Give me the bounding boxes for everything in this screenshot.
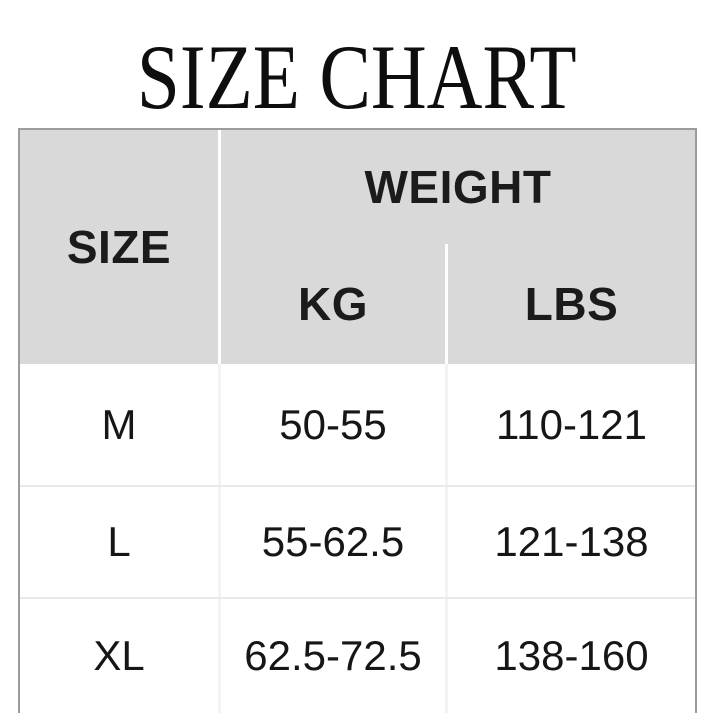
- body-vertical-divider: [445, 364, 448, 485]
- size-value-xl: XL: [20, 597, 218, 713]
- chart-title: SIZE CHART: [136, 26, 577, 128]
- size-chart-table: SIZE WEIGHT KG LBS M 50-55 110-121 L 55-…: [18, 128, 697, 713]
- lbs-column-header: LBS: [448, 244, 695, 364]
- kg-column-header: KG: [221, 244, 445, 364]
- kg-range-m: 50-55: [221, 364, 445, 485]
- lbs-range-l: 121-138: [448, 485, 695, 597]
- body-vertical-divider: [445, 597, 448, 713]
- header-vertical-divider-2: [445, 244, 448, 364]
- body-vertical-divider: [445, 485, 448, 597]
- kg-range-xl: 62.5-72.5: [221, 597, 445, 713]
- header-vertical-divider-1: [218, 130, 221, 364]
- lbs-range-xl: 138-160: [448, 597, 695, 713]
- body-vertical-divider: [218, 364, 221, 485]
- body-vertical-divider: [218, 485, 221, 597]
- page-title: SIZE CHART: [0, 31, 713, 123]
- size-value-m: M: [20, 364, 218, 485]
- size-column-header: SIZE: [20, 130, 218, 364]
- size-value-l: L: [20, 485, 218, 597]
- body-vertical-divider: [218, 597, 221, 713]
- weight-group-header: WEIGHT: [221, 130, 695, 244]
- lbs-range-m: 110-121: [448, 364, 695, 485]
- kg-range-l: 55-62.5: [221, 485, 445, 597]
